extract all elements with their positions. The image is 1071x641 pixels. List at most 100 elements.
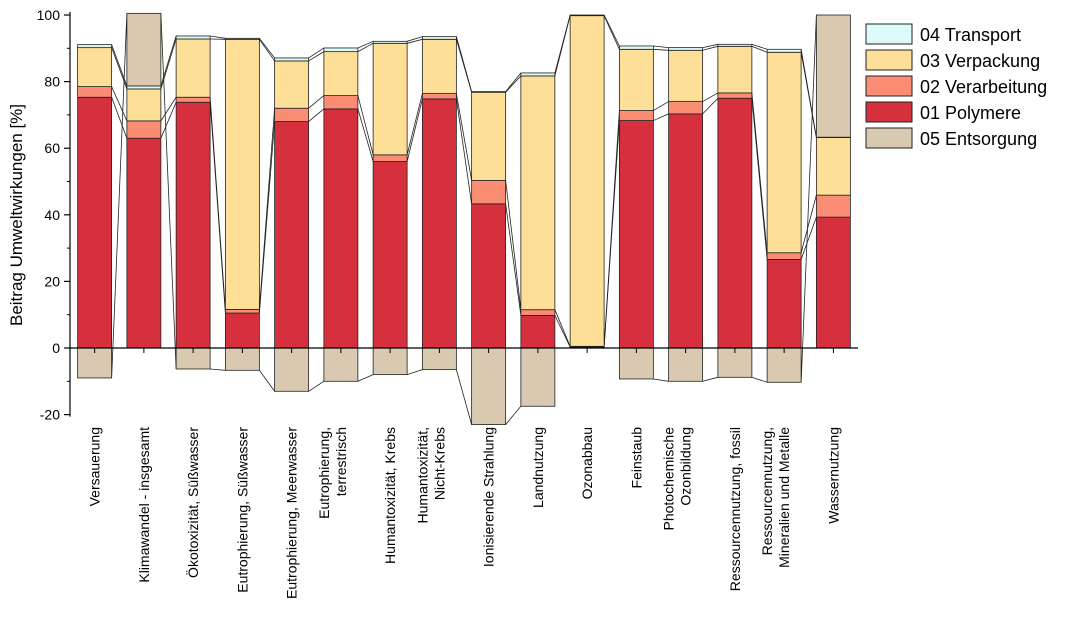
x-tick-label-7-line-1: Nicht-Krebs xyxy=(431,427,447,500)
bar-04-transport-2 xyxy=(175,35,211,40)
connector-12-4 xyxy=(702,43,718,49)
connector-10-2 xyxy=(603,110,620,347)
x-tick-label-10-line-0: Ozonabbau xyxy=(579,427,595,499)
connector-13-3 xyxy=(751,45,768,53)
connector-11-5 xyxy=(653,378,669,382)
bar-04-transport-11 xyxy=(618,45,654,50)
connector-9-4 xyxy=(554,14,571,74)
connector-6-1 xyxy=(406,98,423,162)
bar-04-transport-7 xyxy=(421,36,457,40)
x-tick-label-14-line-0: Ressourcennutzung, xyxy=(759,427,775,555)
bar-01-polymere-12 xyxy=(668,113,704,349)
x-tick-label-4-line-0: Eutrophierung, Meerwasser xyxy=(284,427,300,599)
y-tick-label-20: 20 xyxy=(44,273,60,289)
connector-2-2 xyxy=(209,97,226,310)
x-tick-label-10: Ozonabbau xyxy=(579,427,595,499)
connector-8-3 xyxy=(505,75,522,93)
x-tick-label-2-line-0: Ökotoxizität, Süßwasser xyxy=(184,427,201,578)
bar-03-verpackung-7 xyxy=(421,38,457,94)
legend: 04 Transport 03 Verpackung 02 Verarbeitung… xyxy=(865,23,1047,149)
connector-0-2 xyxy=(111,86,128,122)
connector-2-4 xyxy=(210,35,226,39)
connector-11-3 xyxy=(653,48,669,51)
x-tick-label-12-line-1: Ozonbildung xyxy=(678,427,694,506)
bar-05-entsorgung-1 xyxy=(126,12,162,87)
connector-7-1 xyxy=(455,98,473,204)
bar-01-polymere-8 xyxy=(471,203,507,349)
bar-05-entsorgung-8 xyxy=(471,347,507,425)
connector-5-4 xyxy=(357,40,374,49)
bar-02-verarbeitung-5 xyxy=(323,95,359,110)
bar-01-polymere-5 xyxy=(323,108,359,349)
legend-swatch-03-verpackung xyxy=(865,49,913,71)
legend-label-05-entsorgung: 05 Entsorgung xyxy=(920,129,1037,149)
connector-0-5 xyxy=(111,13,128,378)
connector-10-4 xyxy=(603,14,620,47)
bar-03-verpackung-12 xyxy=(668,49,704,102)
connector-14-4 xyxy=(800,49,817,138)
bar-01-polymere-9 xyxy=(520,314,556,349)
bar-01-polymere-0 xyxy=(77,96,113,349)
x-tick-label-15: Wassernutzung xyxy=(825,427,841,524)
x-tick-label-7-line-0: Humantoxizität, xyxy=(414,427,430,523)
bar-05-entsorgung-9 xyxy=(520,347,556,407)
connector-6-4 xyxy=(407,36,423,42)
x-tick-label-3: Eutrophierung, Süßwasser xyxy=(234,427,250,593)
y-tick-label-100: 100 xyxy=(37,7,61,23)
legend-swatch-04-transport xyxy=(865,23,913,45)
x-tick-label-15-line-0: Wassernutzung xyxy=(825,427,841,524)
legend-label-04-transport: 04 Transport xyxy=(920,25,1021,45)
x-tick-label-14: Ressourcennutzung, Mineralien und Metalle xyxy=(759,427,792,568)
connector-3-5 xyxy=(259,370,275,392)
bar-01-polymere-15 xyxy=(815,216,851,349)
bar-04-transport-1 xyxy=(126,85,162,90)
connector-0-1 xyxy=(111,97,128,139)
y-axis-label: Beitrag Umweltwirkungen [%] xyxy=(7,104,26,326)
bar-01-polymere-3 xyxy=(224,312,260,349)
connector-13-1 xyxy=(751,98,768,260)
bar-03-verpackung-2 xyxy=(175,38,211,98)
connector-13-4 xyxy=(751,43,768,50)
bar-04-transport-12 xyxy=(668,47,704,51)
bar-03-verpackung-8 xyxy=(471,91,507,181)
x-tick-label-1-line-0: Klimawandel - insgesamt xyxy=(136,427,152,583)
x-tick-label-5-line-0: Eutrophierung, xyxy=(316,427,332,519)
bar-02-verarbeitung-14 xyxy=(766,252,802,260)
connector-5-3 xyxy=(357,42,374,52)
legend-label-03-verpackung: 03 Verpackung xyxy=(920,51,1040,71)
y-tick-label-40: 40 xyxy=(44,207,60,223)
connector-8-4 xyxy=(505,72,522,92)
connector-3-3 xyxy=(259,39,275,62)
bar-05-entsorgung-4 xyxy=(274,347,310,392)
legend-label-02-verarbeitung: 02 Verarbeitung xyxy=(920,77,1047,97)
x-tick-label-13-line-0: Ressourcennutzung, fossil xyxy=(727,427,743,591)
connector-11-4 xyxy=(653,45,669,49)
bar-03-verpackung-3 xyxy=(224,38,260,310)
bar-02-verarbeitung-2 xyxy=(175,96,211,103)
connector-1-5 xyxy=(160,13,177,369)
legend-swatch-05-entsorgung xyxy=(865,127,913,149)
legend-swatch-01-polymere xyxy=(865,101,913,123)
connector-13-2 xyxy=(751,92,768,253)
connector-2-5 xyxy=(210,368,226,371)
bar-03-verpackung-14 xyxy=(766,51,802,254)
connector-12-2 xyxy=(702,92,719,102)
connector-6-5 xyxy=(407,369,423,376)
bar-04-transport-9 xyxy=(520,72,556,77)
connector-7-4 xyxy=(455,36,473,92)
connector-14-1 xyxy=(800,216,817,260)
bar-02-verarbeitung-12 xyxy=(668,101,704,115)
connector-7-2 xyxy=(455,93,473,181)
x-tick-label-1: Klimawandel - insgesamt xyxy=(136,427,152,583)
bar-03-verpackung-10 xyxy=(569,15,605,347)
bar-03-verpackung-9 xyxy=(520,75,556,311)
y-tick-label--20: -20 xyxy=(40,407,60,423)
bar-03-verpackung-15 xyxy=(815,137,851,196)
bar-05-entsorgung-14 xyxy=(766,347,802,383)
connector-1-2 xyxy=(160,97,177,122)
connector-8-5 xyxy=(505,406,522,425)
connector-6-2 xyxy=(406,93,423,155)
x-tick-label-9-line-0: Landnutzung xyxy=(530,427,546,508)
bar-03-verpackung-6 xyxy=(372,42,408,156)
